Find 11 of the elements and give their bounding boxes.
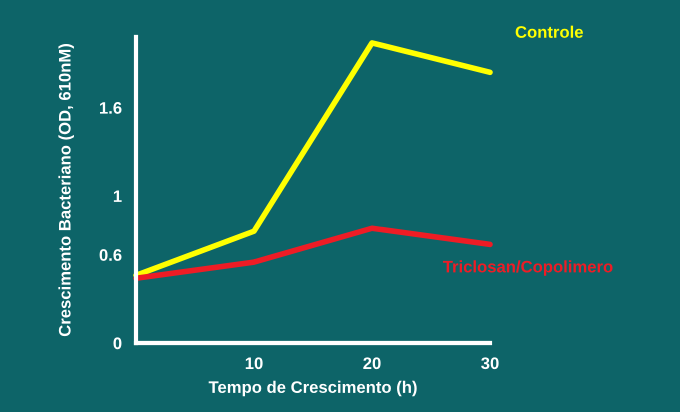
y-axis-title: Crescimento Bacteriano (OD, 610nM) — [58, 44, 74, 336]
x-axis-title: Tempo de Crescimento (h) — [208, 380, 417, 396]
series-label: Triclosan/Copolimero — [442, 260, 613, 276]
x-tick-label: 10 — [246, 357, 263, 370]
y-tick-label: 1.6 — [100, 102, 122, 114]
y-tick-label: 0.6 — [100, 249, 122, 261]
text: Controle — [516, 26, 583, 38]
x-tick-label: 20 — [363, 357, 381, 370]
y-tick-label: 0 — [114, 337, 122, 350]
x-tick-label: 30 — [481, 357, 499, 370]
y-tick-label: 1 — [114, 190, 122, 202]
